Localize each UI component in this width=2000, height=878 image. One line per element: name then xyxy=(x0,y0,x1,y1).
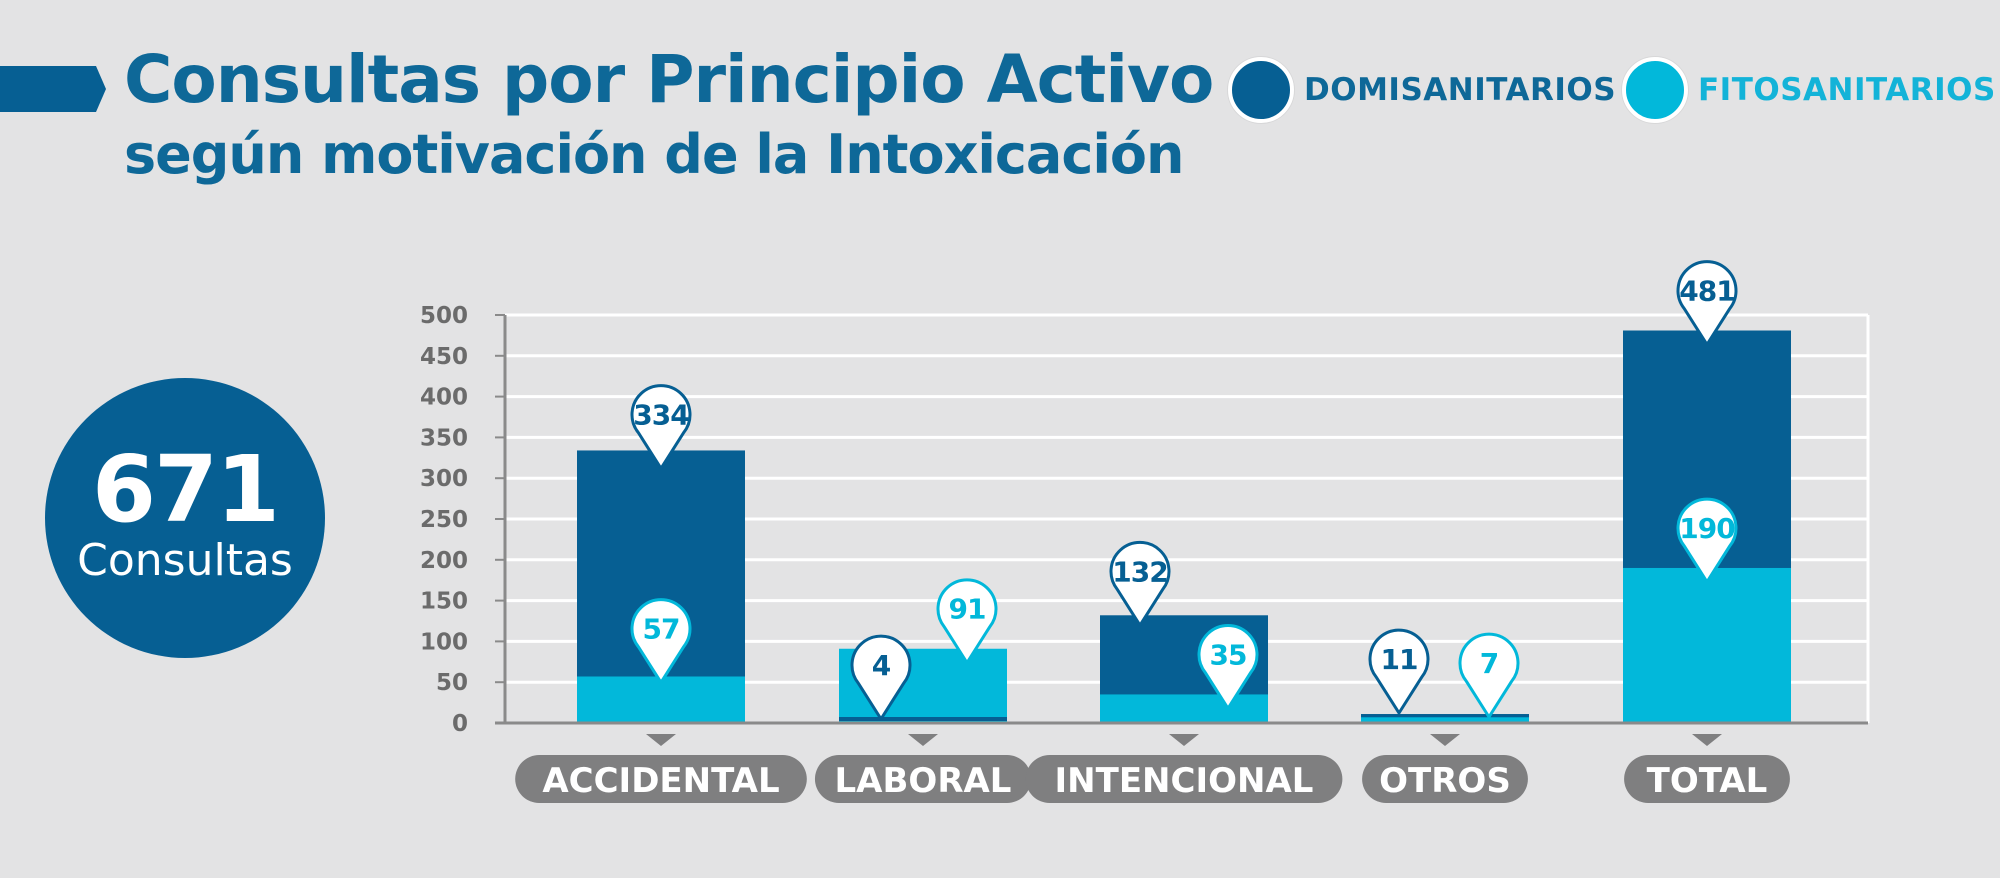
pin-fitosanitarios-otros-label: 7 xyxy=(1480,647,1498,680)
legend-label-domisanitarios: DOMISANITARIOS xyxy=(1304,72,1617,108)
bar-fitosanitarios-otros xyxy=(1361,717,1529,723)
pin-domisanitarios-intencional-marker xyxy=(1109,540,1171,627)
pin-fitosanitarios-accidental-label: 57 xyxy=(643,612,680,645)
category-label-total: TOTAL xyxy=(1647,761,1768,801)
total-consultas-label: Consultas xyxy=(77,535,293,586)
y-tick-label: 300 xyxy=(420,466,468,492)
pin-fitosanitarios-laboral-marker xyxy=(936,578,998,665)
legend-item-domisanitarios: DOMISANITARIOS xyxy=(1228,57,1617,123)
pin-fitosanitarios-accidental-marker xyxy=(630,598,692,684)
title-line-2: según motivación de la Intoxicación xyxy=(124,123,1184,186)
total-consultas-badge: 671 Consultas xyxy=(45,378,325,658)
pin-domisanitarios-accidental-marker xyxy=(630,384,692,470)
category-pointer-total xyxy=(1692,734,1722,746)
pin-domisanitarios-intencional-label: 132 xyxy=(1112,555,1167,588)
y-tick-label: 50 xyxy=(436,670,468,696)
y-tick-label: 0 xyxy=(452,711,468,737)
pin-fitosanitarios-total-label: 190 xyxy=(1679,512,1735,545)
legend-label-fitosanitarios: FITOSANITARIOS xyxy=(1698,72,1996,108)
legend-swatch-domisanitarios xyxy=(1228,57,1294,123)
y-tick-label: 400 xyxy=(420,385,468,411)
category-pill-accidental xyxy=(515,755,807,803)
category-label-laboral: LABORAL xyxy=(835,761,1012,801)
y-tick-label: 250 xyxy=(420,507,468,533)
category-pill-laboral xyxy=(814,755,1032,803)
pin-domisanitarios-laboral-marker xyxy=(850,634,912,721)
total-consultas-value: 671 xyxy=(91,436,280,543)
bar-fitosanitarios-intencional xyxy=(1100,694,1268,723)
y-tick-label: 200 xyxy=(420,548,468,574)
title-arrow-icon xyxy=(0,66,106,112)
pin-domisanitarios-otros-label: 11 xyxy=(1381,643,1418,676)
category-pointer-laboral xyxy=(908,734,938,746)
bar-fitosanitarios-accidental xyxy=(577,676,745,723)
category-label-otros: OTROS xyxy=(1379,761,1511,801)
pin-fitosanitarios-intencional-label: 35 xyxy=(1210,638,1247,671)
y-tick-label: 500 xyxy=(420,303,468,329)
category-label-intencional: INTENCIONAL xyxy=(1055,761,1314,801)
category-pointer-intencional xyxy=(1169,734,1199,746)
pin-fitosanitarios-total-marker xyxy=(1676,497,1738,584)
title-line-1: Consultas por Principio Activo xyxy=(124,41,1214,118)
y-tick-label: 150 xyxy=(420,589,468,615)
pin-fitosanitarios-otros-marker xyxy=(1458,632,1520,719)
y-tick-label: 450 xyxy=(420,344,468,370)
pin-fitosanitarios-laboral-label: 91 xyxy=(949,593,986,626)
pin-fitosanitarios-intencional-marker xyxy=(1197,624,1259,710)
chart-title: Consultas por Principio Activo según mot… xyxy=(124,40,1214,190)
category-pointer-accidental xyxy=(646,734,676,746)
category-pill-intencional xyxy=(1025,755,1343,803)
pin-domisanitarios-laboral-label: 4 xyxy=(872,649,891,682)
pin-domisanitarios-total-label: 481 xyxy=(1679,275,1734,308)
y-tick-label: 350 xyxy=(420,425,468,451)
bar-domisanitarios-laboral xyxy=(839,717,1007,721)
pin-domisanitarios-otros-marker xyxy=(1368,628,1430,715)
category-pill-otros xyxy=(1362,755,1528,803)
legend-swatch-fitosanitarios xyxy=(1622,57,1688,123)
bar-fitosanitarios-total xyxy=(1623,567,1791,723)
y-tick-label: 100 xyxy=(420,629,468,655)
legend-item-fitosanitarios: FITOSANITARIOS xyxy=(1622,57,1996,123)
pin-domisanitarios-accidental-label: 334 xyxy=(633,398,689,431)
category-pointer-otros xyxy=(1430,734,1460,746)
pin-domisanitarios-total-marker xyxy=(1676,260,1738,347)
category-label-accidental: ACCIDENTAL xyxy=(542,761,779,801)
category-pill-total xyxy=(1624,755,1790,803)
